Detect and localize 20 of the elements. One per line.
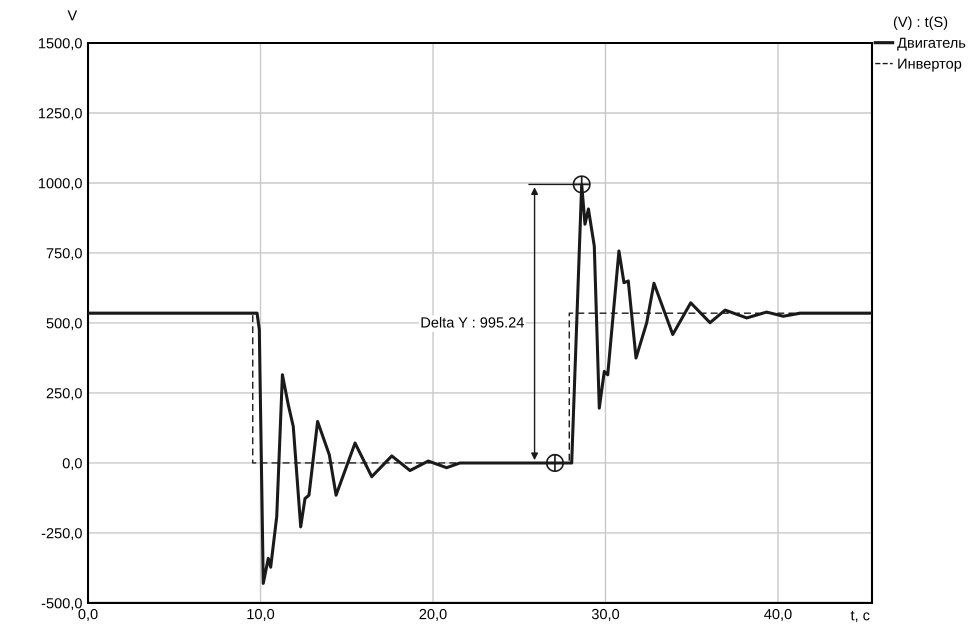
y-tick-label: 1250,0 <box>38 108 82 120</box>
annotation: Delta Y : 995.24 <box>422 316 524 328</box>
y-tick-label: 1500,0 <box>38 38 82 50</box>
y-tick-label: 1000,0 <box>38 178 82 190</box>
x-tick-label: 40,0 <box>764 608 792 621</box>
legend-label: Двигатель <box>897 38 966 51</box>
y-tick-label: -250,0 <box>42 528 82 540</box>
y-axis-title: V <box>68 10 78 20</box>
x-axis-title: t, c <box>850 610 870 622</box>
y-tick-label: 0,0 <box>62 458 82 470</box>
x-tick-label: 20,0 <box>420 608 447 621</box>
y-tick-label: 250,0 <box>46 388 82 400</box>
y-tick-label: 500,0 <box>46 318 82 330</box>
y-tick-label: 750,0 <box>46 248 82 260</box>
y-tick-label: -500,0 <box>42 598 82 610</box>
legend-title: (V) : t(S) <box>894 16 948 30</box>
x-tick-label: 30,0 <box>592 608 620 621</box>
x-tick-label: 10,0 <box>247 608 274 621</box>
legend-label: Инвертор <box>898 58 962 72</box>
x-tick-label: 0,0 <box>78 608 98 621</box>
